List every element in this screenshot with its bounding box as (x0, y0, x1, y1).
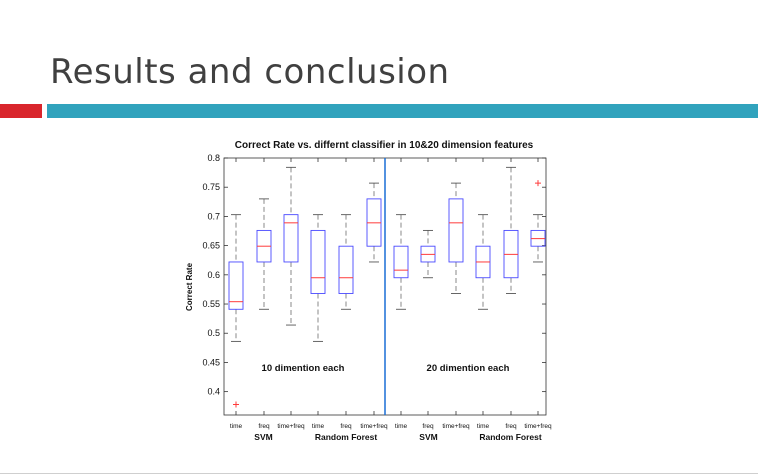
y-tick-label: 0.5 (207, 328, 220, 338)
box-iqr (283, 214, 299, 263)
group-label: Random Forest (479, 432, 542, 442)
x-tick-label: time (395, 423, 408, 430)
x-tick-label: freq (422, 423, 434, 430)
box-2 (283, 166, 299, 326)
y-tick-label: 0.6 (207, 270, 220, 280)
y-tick-label: 0.55 (202, 299, 220, 309)
group-label: SVM (254, 432, 272, 442)
y-tick-label: 0.65 (202, 241, 220, 251)
box-1 (256, 198, 272, 310)
accent-bar-teal (47, 104, 758, 118)
x-tick-label: freq (505, 423, 517, 430)
box-11 (530, 180, 546, 263)
y-axis: 0.8 0.75 0.7 0.65 0.6 0.55 0.5 0.45 0.4 (202, 153, 546, 397)
box-iqr (448, 198, 464, 263)
box-4 (338, 214, 354, 310)
bottom-divider (0, 473, 758, 474)
accent-bar-red (0, 104, 42, 118)
x-tick-label: time (477, 423, 490, 430)
group-label: SVM (419, 432, 437, 442)
x-tick-label: time+freq (442, 423, 470, 430)
x-tick-label: freq (340, 423, 352, 430)
box-7 (420, 229, 436, 279)
y-axis-label: Correct Rate (185, 262, 194, 311)
box-iqr (310, 229, 326, 294)
y-tick-label: 0.7 (207, 211, 220, 221)
box-iqr (393, 245, 409, 279)
box-8 (448, 182, 464, 294)
group-label: Random Forest (315, 432, 378, 442)
box-5 (366, 182, 382, 263)
annotation-10-dim: 10 dimention each (262, 363, 345, 374)
box-3 (310, 214, 326, 342)
slide-title: Results and conclusion (50, 52, 450, 92)
x-tick-label: time+freq (524, 423, 552, 430)
x-tick-label: time (230, 423, 243, 430)
box-iqr (228, 261, 244, 310)
annotation-20-dim: 20 dimention each (427, 363, 510, 374)
box-0 (228, 214, 244, 408)
y-tick-label: 0.4 (207, 387, 220, 397)
boxes (228, 166, 546, 408)
chart-title: Correct Rate vs. differnt classifier in … (235, 140, 534, 151)
x-tick-label: time+freq (360, 423, 388, 430)
x-tick-label: time+freq (277, 423, 305, 430)
box-9 (475, 214, 491, 310)
y-tick-label: 0.8 (207, 153, 220, 163)
box-10 (503, 166, 519, 294)
x-axis: time freq time+freq time freq time+freq time fr… (230, 158, 552, 442)
box-iqr (338, 245, 354, 294)
y-tick-label: 0.45 (202, 357, 220, 367)
y-tick-label: 0.75 (202, 182, 220, 192)
box-6 (393, 214, 409, 310)
x-tick-label: time (312, 423, 325, 430)
x-tick-label: freq (258, 423, 270, 430)
